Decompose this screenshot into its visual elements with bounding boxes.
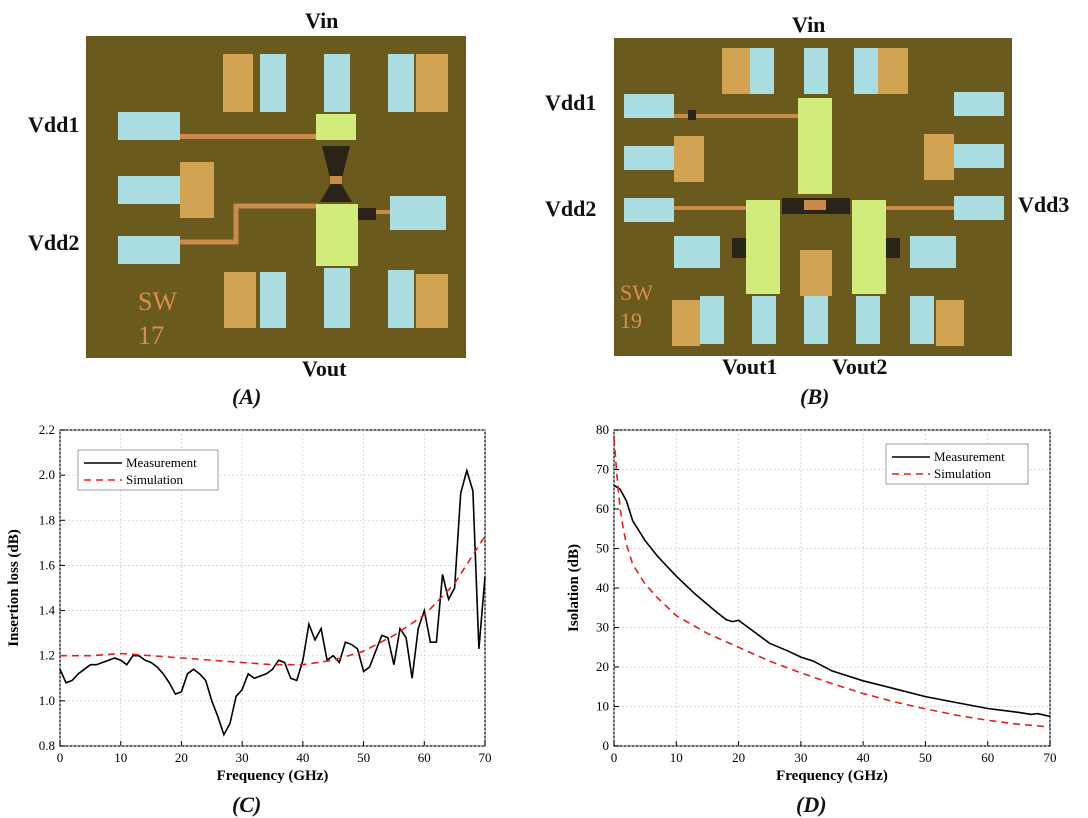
label-b-vdd1: Vdd1 (545, 90, 597, 115)
label-b-vdd2: Vdd2 (545, 196, 597, 221)
y-tick-label: 40 (596, 580, 609, 595)
x-tick-label: 40 (857, 750, 870, 765)
label-b-vout1: Vout1 (722, 354, 778, 379)
y-axis-label: Insertion loss (dB) (6, 529, 22, 647)
caption-b: (B) (800, 384, 830, 409)
chip-photo-a: SW 17 (86, 36, 466, 358)
y-tick-label: 2.2 (39, 422, 55, 437)
y-tick-label: 1.0 (39, 693, 55, 708)
x-tick-label: 50 (919, 750, 932, 765)
y-tick-label: 60 (596, 501, 609, 516)
y-tick-label: 0.8 (39, 738, 55, 753)
series-line-simulation (613, 437, 1051, 728)
label-b-vdd3: Vdd3 (1018, 192, 1070, 217)
y-axis-label: Isolation (dB) (566, 544, 582, 632)
caption-a: (A) (232, 384, 262, 409)
y-tick-label: 80 (596, 422, 609, 437)
x-tick-label: 30 (236, 750, 249, 765)
y-tick-label: 1.8 (39, 512, 55, 527)
x-tick-label: 0 (611, 750, 618, 765)
chip-marking-b-2: 19 (620, 308, 642, 333)
y-tick-label: 20 (596, 659, 609, 674)
x-tick-label: 50 (357, 750, 370, 765)
x-tick-label: 40 (296, 750, 309, 765)
x-axis-label: Frequency (GHz) (776, 768, 888, 784)
x-tick-label: 20 (175, 750, 188, 765)
series-line-simulation (60, 535, 486, 666)
chip-marking-a-2: 17 (138, 321, 164, 350)
y-tick-label: 70 (596, 462, 609, 477)
x-tick-label: 60 (418, 750, 431, 765)
x-axis-label: Frequency (GHz) (217, 768, 329, 784)
series-line-measurement (613, 484, 1051, 718)
legend-label-measurement: Measurement (934, 449, 1005, 464)
y-tick-label: 2.0 (39, 467, 55, 482)
label-b-vin: Vin (792, 12, 826, 37)
legend-box (885, 443, 1029, 485)
caption-d: (D) (796, 792, 827, 817)
label-b-vout2: Vout2 (832, 354, 888, 379)
y-tick-label: 0 (603, 738, 610, 753)
isolation-chart: 0 10 20 30 40 50 60 70 0 10 20 30 40 50 60 70 80 Frequenc… (566, 422, 1057, 784)
caption-c: (C) (232, 792, 262, 817)
x-tick-label: 70 (479, 750, 492, 765)
y-tick-label: 1.6 (39, 557, 56, 572)
chip-marking-b-1: SW (620, 280, 653, 305)
label-a-vdd1: Vdd1 (28, 112, 80, 137)
y-tick-label: 1.2 (39, 648, 55, 663)
y-tick-label: 50 (596, 541, 609, 556)
legend-label-measurement: Measurement (126, 455, 197, 470)
x-tick-label: 60 (981, 750, 994, 765)
legend-label-simulation: Simulation (126, 472, 184, 487)
x-tick-label: 10 (670, 750, 683, 765)
x-tick-label: 20 (732, 750, 745, 765)
label-a-vdd2: Vdd2 (28, 230, 80, 255)
x-tick-label: 30 (794, 750, 807, 765)
y-tick-label: 10 (596, 699, 609, 714)
insertion-loss-chart: 0 10 20 30 40 50 60 70 0.8 1.0 1.2 1.4 1.6 1.8 2.0 2.2 F… (6, 422, 492, 784)
y-tick-label: 1.4 (39, 603, 56, 618)
x-tick-label: 0 (57, 750, 64, 765)
x-tick-label: 70 (1044, 750, 1057, 765)
legend-label-simulation: Simulation (934, 466, 992, 481)
y-tick-label: 30 (596, 620, 609, 635)
chip-photo-b: SW 19 (614, 38, 1012, 356)
x-tick-label: 10 (114, 750, 127, 765)
label-a-vout: Vout (302, 356, 347, 381)
series-line-measurement (59, 467, 486, 737)
label-a-vin: Vin (305, 8, 339, 33)
chip-marking-a-1: SW (138, 287, 177, 316)
legend-box (77, 449, 219, 491)
